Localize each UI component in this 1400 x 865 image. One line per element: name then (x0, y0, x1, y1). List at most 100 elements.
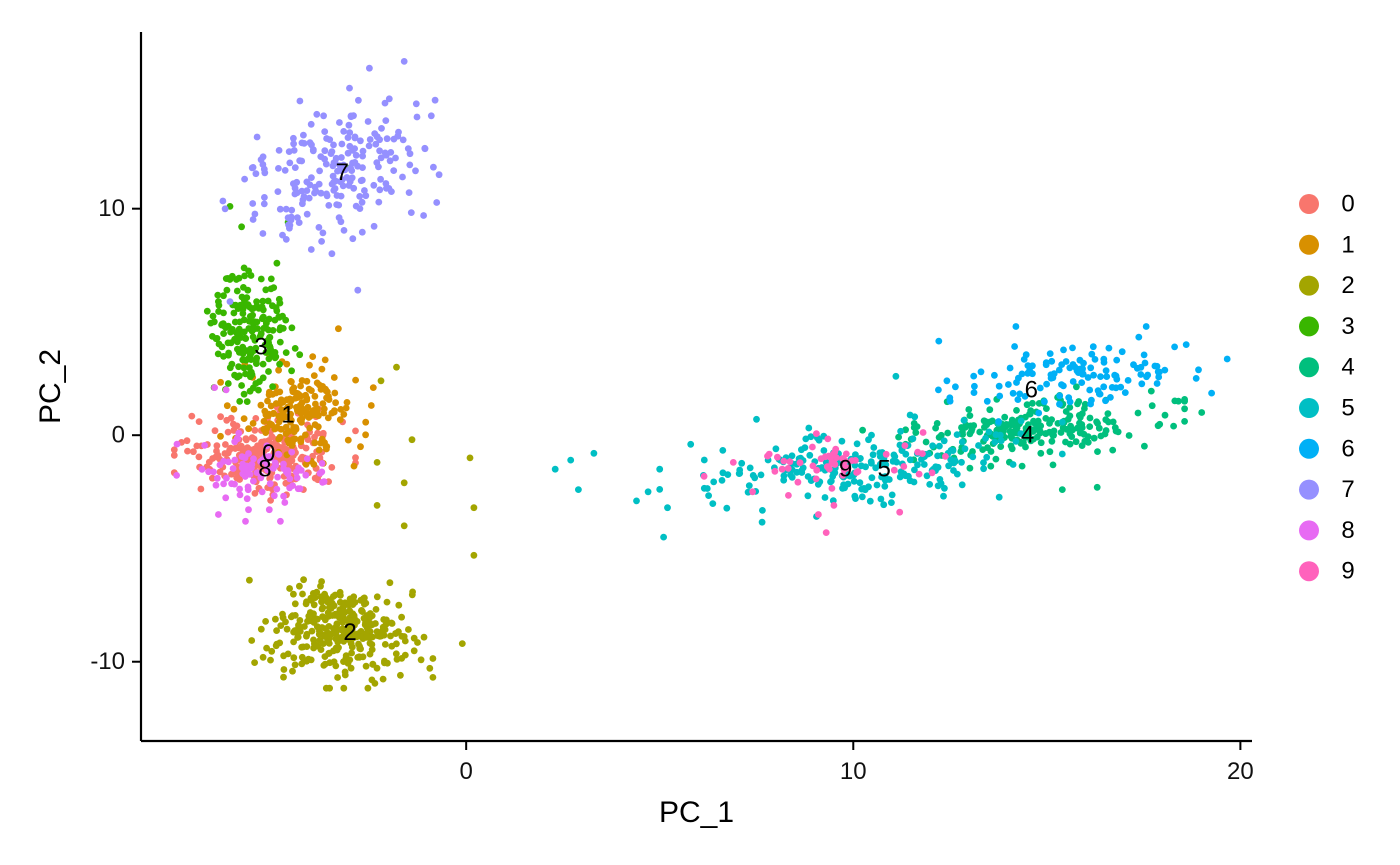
point (362, 418, 370, 426)
point (898, 447, 906, 454)
point (381, 99, 389, 107)
point (246, 470, 254, 478)
point (840, 466, 848, 474)
point (240, 390, 248, 398)
point (243, 436, 250, 444)
point (1014, 396, 1022, 403)
point (361, 187, 368, 194)
point (895, 433, 902, 441)
point (398, 613, 405, 621)
point (1114, 428, 1122, 436)
point (1018, 462, 1026, 470)
point (231, 438, 239, 446)
point (211, 384, 219, 391)
point (323, 190, 330, 198)
point (1048, 416, 1055, 423)
point (1066, 404, 1074, 411)
point (979, 446, 987, 453)
point (426, 664, 434, 672)
point (1024, 362, 1032, 369)
legend-label: 0 (1341, 191, 1354, 218)
legend-key (1299, 561, 1319, 582)
point (290, 590, 297, 598)
point (255, 386, 262, 394)
point (400, 58, 408, 65)
point (1223, 355, 1231, 363)
point (346, 178, 354, 186)
point (294, 214, 301, 222)
point (420, 633, 428, 641)
point (260, 200, 268, 208)
point (233, 422, 241, 430)
point (1144, 371, 1152, 379)
point (300, 193, 308, 201)
point (265, 339, 272, 347)
point (435, 171, 443, 179)
series-cluster-2 (246, 363, 478, 692)
point (205, 468, 213, 476)
point (785, 492, 792, 499)
point (909, 435, 917, 443)
point (286, 475, 294, 483)
point (296, 582, 303, 590)
point (294, 634, 301, 641)
point (1021, 393, 1029, 400)
point (268, 421, 275, 429)
point (318, 435, 326, 443)
point (1055, 366, 1063, 374)
point (265, 368, 272, 375)
point (1079, 364, 1086, 372)
point (865, 436, 872, 444)
point (288, 448, 296, 456)
point (321, 147, 329, 155)
point (1105, 418, 1112, 426)
point (429, 674, 437, 681)
point (326, 684, 333, 692)
point (279, 610, 286, 618)
point (870, 444, 878, 451)
point (280, 666, 288, 673)
point (1076, 414, 1084, 421)
point (788, 452, 796, 460)
point (257, 472, 265, 480)
point (926, 481, 934, 488)
point (318, 365, 326, 373)
point (1081, 400, 1089, 408)
cluster-label-4: 4 (1021, 422, 1034, 449)
point (430, 163, 437, 171)
point (1102, 427, 1110, 434)
point (331, 389, 339, 397)
point (995, 382, 1003, 390)
point (284, 650, 292, 658)
point (330, 141, 337, 149)
point (275, 366, 282, 374)
point (339, 618, 346, 626)
point (410, 647, 418, 655)
point (815, 511, 822, 518)
point (1027, 407, 1035, 415)
cluster-label-0: 0 (262, 440, 275, 467)
point (248, 464, 255, 472)
point (290, 140, 297, 148)
point (371, 130, 379, 138)
point (217, 378, 225, 386)
point (337, 406, 345, 413)
point (406, 161, 414, 169)
point (303, 187, 311, 195)
point (370, 181, 378, 189)
point (223, 402, 231, 410)
point (328, 250, 336, 258)
point (551, 465, 559, 473)
point (1142, 323, 1150, 330)
point (362, 662, 370, 670)
point (813, 430, 820, 437)
point (317, 189, 325, 197)
point (687, 440, 695, 448)
point (412, 167, 419, 175)
point (918, 456, 925, 463)
point (368, 641, 376, 648)
point (240, 364, 248, 372)
point (911, 466, 918, 474)
point (281, 167, 289, 174)
